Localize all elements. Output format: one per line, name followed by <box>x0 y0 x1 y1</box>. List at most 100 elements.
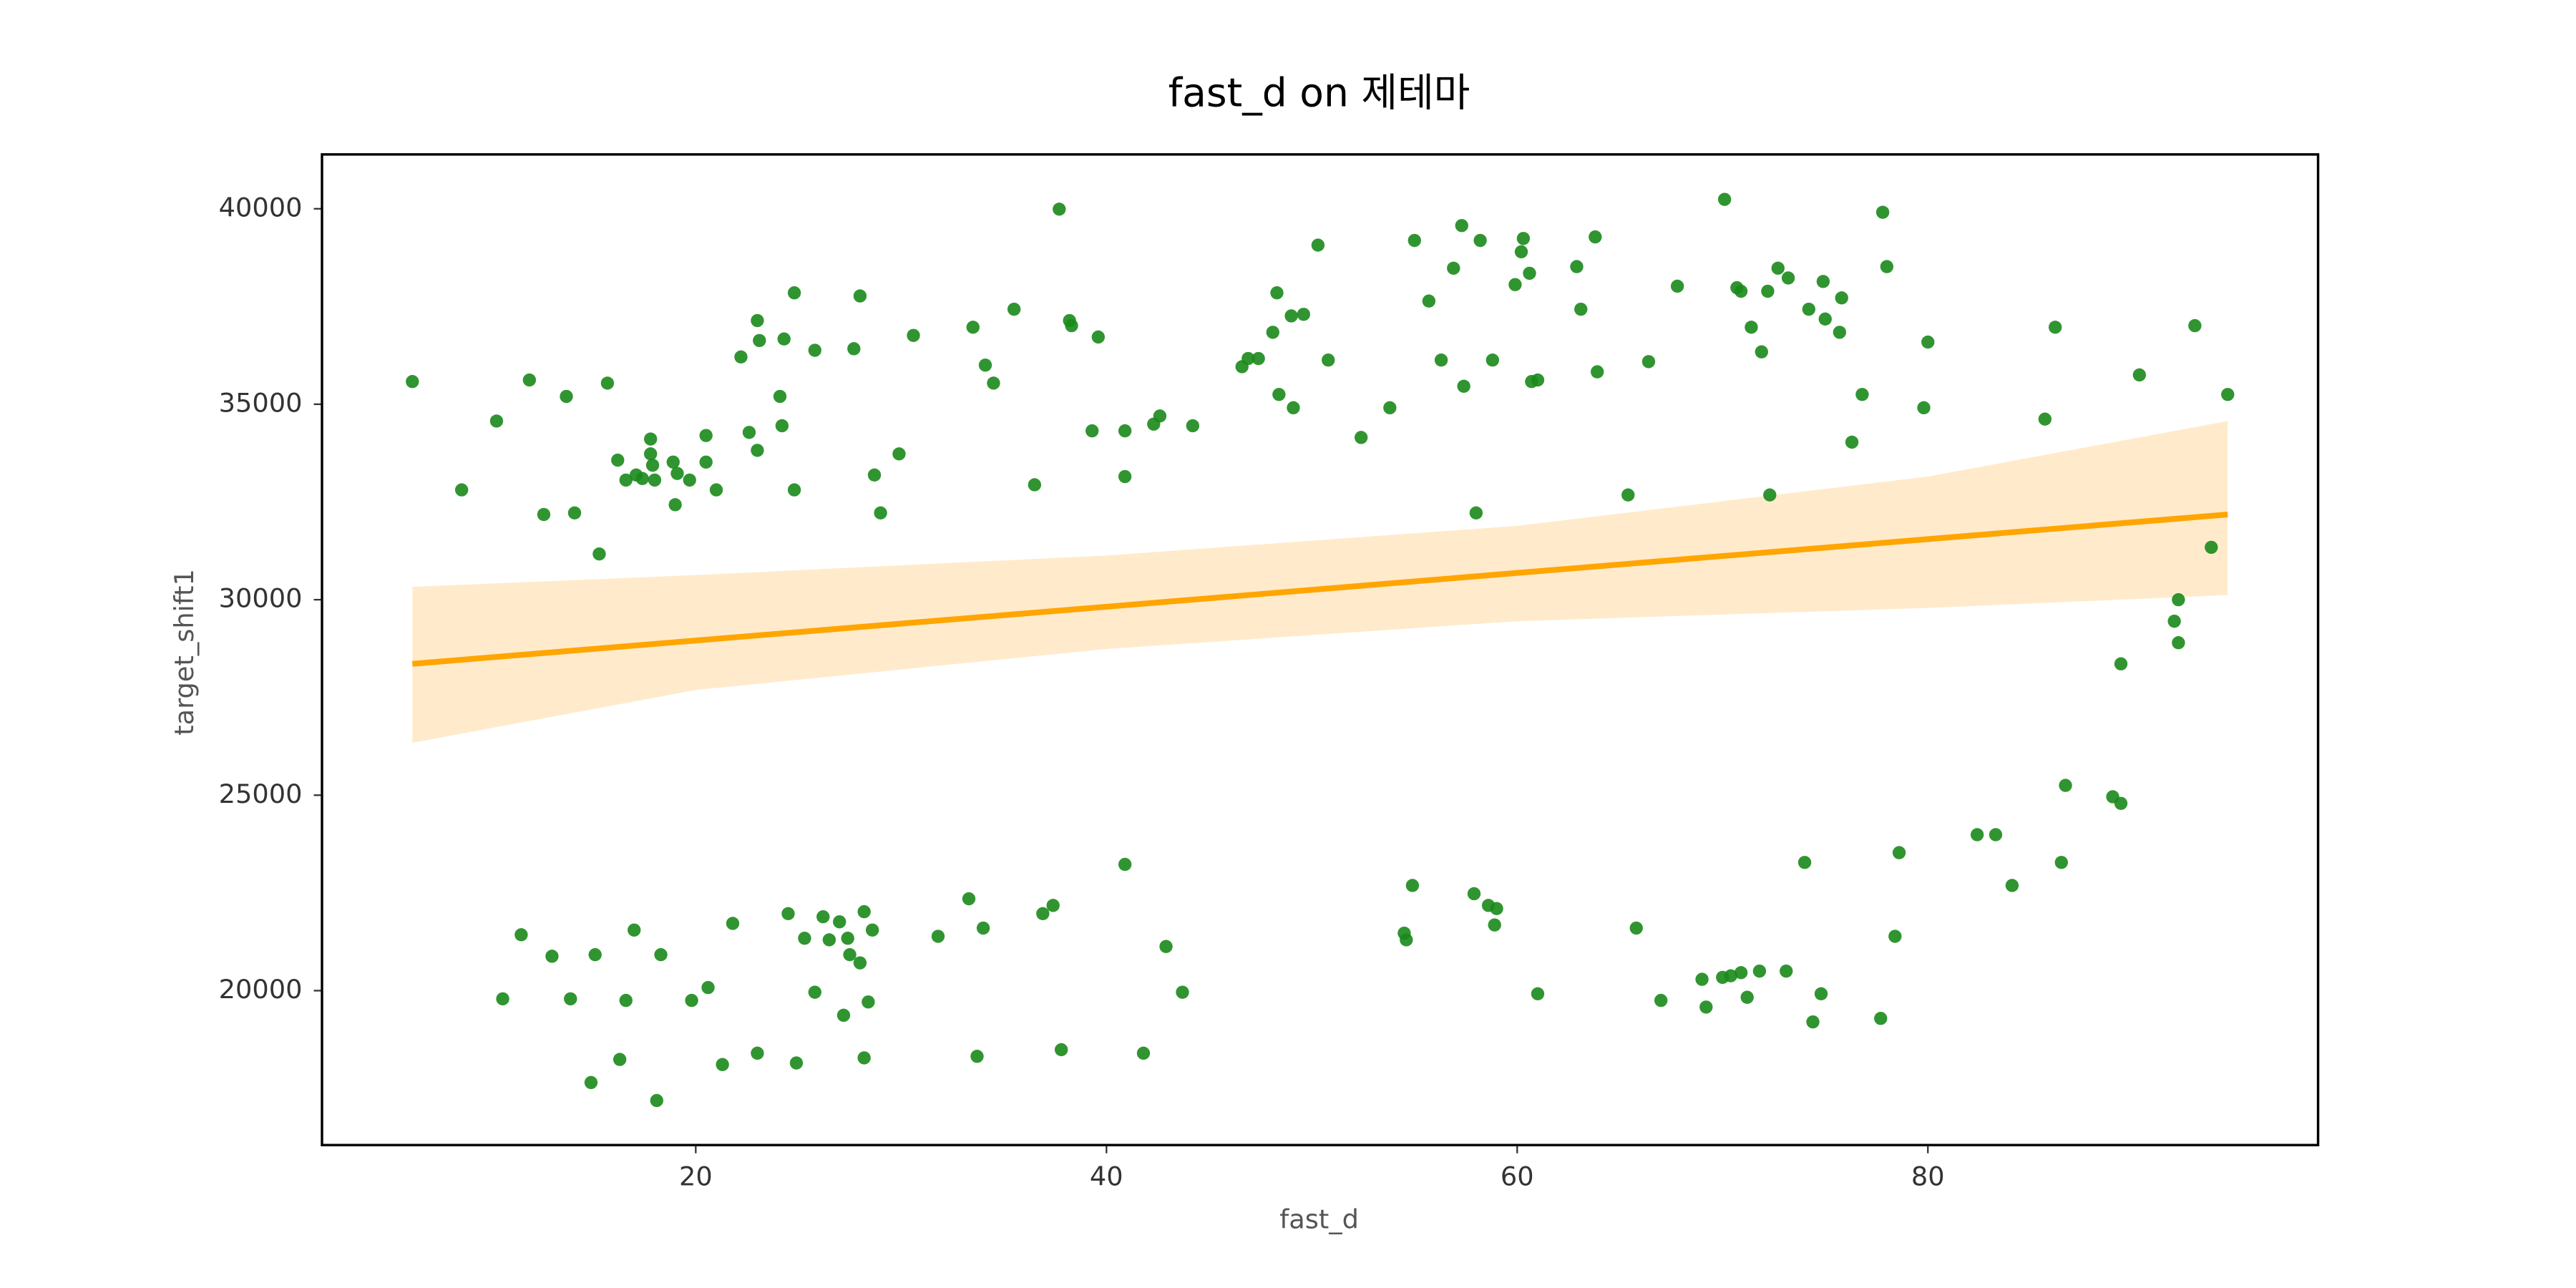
chart-title: fast_d on 제테마 <box>1169 69 1470 115</box>
data-point <box>966 321 980 334</box>
data-point <box>683 473 696 487</box>
data-point <box>1118 857 1132 872</box>
data-point <box>1397 926 1411 940</box>
data-point <box>1036 907 1050 921</box>
data-point <box>2049 321 2062 334</box>
data-point <box>734 350 748 364</box>
data-point <box>1833 326 1847 339</box>
data-point <box>1241 351 1255 366</box>
data-point <box>2132 368 2147 382</box>
data-point <box>853 956 867 970</box>
data-point <box>847 342 861 356</box>
data-point <box>644 447 658 461</box>
data-point <box>862 995 875 1009</box>
data-point <box>699 455 713 469</box>
data-point <box>2167 614 2181 628</box>
data-point <box>753 333 766 348</box>
data-point <box>1455 219 1468 233</box>
data-point <box>1670 279 1684 293</box>
data-point <box>1284 309 1298 323</box>
data-point <box>857 904 871 919</box>
data-point <box>1892 846 1906 859</box>
data-point <box>833 915 847 929</box>
data-point <box>789 1056 804 1070</box>
data-point <box>1447 261 1460 275</box>
data-point <box>454 483 469 497</box>
data-point <box>1407 233 1421 248</box>
data-point <box>1989 828 2003 841</box>
y-axis-label: target_shift1 <box>169 569 200 736</box>
data-point <box>1405 879 1420 892</box>
data-point <box>1970 828 1984 841</box>
data-point <box>781 907 795 921</box>
data-point <box>648 473 662 487</box>
data-point <box>1481 899 1496 912</box>
data-point <box>1629 921 1643 935</box>
data-point <box>628 923 641 937</box>
data-point <box>650 1093 663 1108</box>
data-point <box>1091 330 1106 344</box>
data-point <box>613 1053 627 1066</box>
data-point <box>808 985 821 999</box>
data-point <box>1921 335 1935 349</box>
data-point <box>865 923 879 937</box>
confidence-band <box>412 421 2228 743</box>
data-point <box>843 948 857 962</box>
data-point <box>1574 302 1588 316</box>
data-point <box>1514 245 1528 259</box>
data-point <box>645 458 660 472</box>
y-tick-label: 20000 <box>219 974 303 1005</box>
data-point <box>1797 856 1812 869</box>
data-point <box>1053 203 1066 216</box>
data-point <box>560 389 573 404</box>
regression-line <box>411 511 2228 667</box>
y-tick-label: 40000 <box>219 192 303 223</box>
data-point <box>1880 260 1894 273</box>
data-point <box>787 483 801 497</box>
data-point <box>1270 286 1284 300</box>
data-point <box>1591 365 1604 379</box>
data-point <box>619 473 633 487</box>
data-point <box>1761 284 1775 298</box>
data-point <box>1488 918 1501 932</box>
data-point <box>822 933 836 947</box>
data-point <box>836 1008 851 1023</box>
data-point <box>1621 488 1635 502</box>
data-point <box>1118 469 1132 484</box>
data-point <box>635 472 649 485</box>
data-point <box>1531 987 1545 1001</box>
data-point <box>644 432 658 446</box>
data-point <box>670 467 684 480</box>
data-point <box>1434 353 1448 367</box>
data-point <box>1716 970 1729 985</box>
data-point <box>773 389 787 404</box>
data-point <box>514 928 528 942</box>
data-point <box>1467 887 1481 901</box>
data-point <box>1007 302 1021 316</box>
data-point <box>716 1058 729 1071</box>
data-point <box>668 498 682 512</box>
data-point <box>1485 353 1500 367</box>
data-point <box>751 444 764 457</box>
data-point <box>654 948 668 962</box>
data-point <box>567 506 582 519</box>
data-point <box>1641 355 1656 369</box>
data-point <box>685 993 698 1008</box>
data-point <box>798 932 811 945</box>
data-point <box>1818 312 1832 326</box>
data-point <box>742 426 756 439</box>
data-point <box>666 455 680 469</box>
data-point <box>1654 993 1668 1008</box>
data-point <box>2172 592 2185 607</box>
data-point <box>907 328 920 342</box>
data-point <box>1875 205 1890 219</box>
data-point <box>751 1046 764 1060</box>
data-point <box>1176 985 1189 999</box>
data-point <box>1266 326 1279 339</box>
data-point <box>1755 345 1768 358</box>
data-point <box>987 376 1000 390</box>
data-point <box>1763 488 1777 502</box>
data-point <box>1118 424 1132 438</box>
data-point <box>1065 318 1078 333</box>
